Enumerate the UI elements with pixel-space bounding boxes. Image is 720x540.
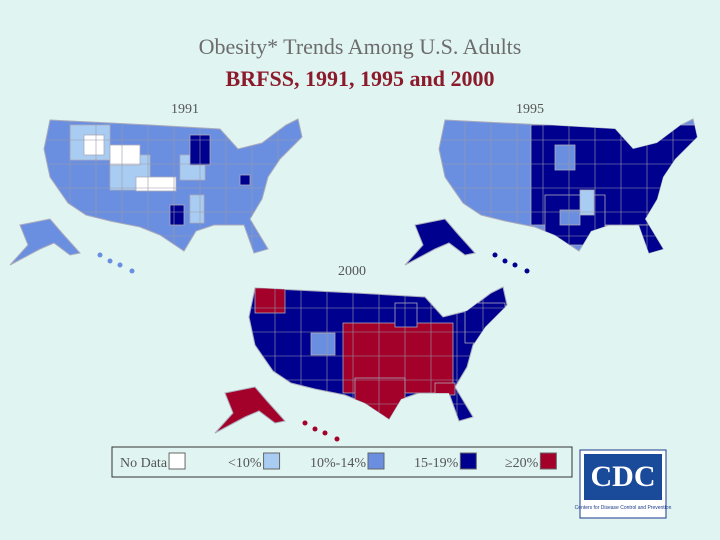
state [394, 302, 418, 328]
state [109, 144, 141, 166]
hawaii [492, 252, 498, 258]
state [559, 209, 581, 226]
legend-label: ≥20% [505, 456, 539, 471]
legend-label: No Data [120, 456, 168, 471]
hawaii [312, 426, 318, 432]
logo-block [584, 454, 662, 500]
state [579, 189, 595, 216]
map-label: 1995 [516, 102, 544, 117]
logo-tagline: Centers for Disease Control and Preventi… [575, 505, 672, 511]
maps [9, 118, 698, 442]
legend-label: 10%-14% [310, 456, 366, 471]
us-map [214, 286, 508, 442]
legend-swatch [263, 452, 281, 470]
hawaii [302, 420, 308, 426]
state [554, 144, 576, 171]
map-label: 2000 [338, 264, 366, 279]
hawaii [107, 258, 113, 264]
hawaii [97, 252, 103, 258]
hawaii [334, 436, 340, 442]
alaska [214, 386, 286, 434]
hawaii [322, 430, 328, 436]
state-patches [249, 287, 507, 421]
title: Obesity* Trends Among U.S. Adults [199, 34, 522, 59]
legend-swatch [459, 452, 477, 470]
legend-label: <10% [228, 456, 262, 471]
state [254, 287, 286, 314]
hawaii [512, 262, 518, 268]
hawaii [524, 268, 530, 274]
legend: No Data <10% 10%-14% 15-19% ≥20% [120, 452, 557, 471]
state [189, 194, 205, 224]
alaska [404, 218, 476, 266]
legend-swatch [168, 452, 186, 470]
legend-label: 15-19% [414, 456, 459, 471]
legend-swatch [539, 452, 557, 470]
state [83, 134, 105, 156]
state [169, 204, 185, 226]
subtitle: BRFSS, 1991, 1995 and 2000 [226, 66, 495, 91]
alaska [9, 218, 81, 266]
state [239, 174, 251, 186]
legend-swatch [367, 452, 385, 470]
logo-name: CDC [591, 460, 656, 493]
hawaii [129, 268, 135, 274]
state [135, 176, 177, 192]
legend-box [111, 446, 573, 478]
hawaii [117, 262, 123, 268]
hawaii [502, 258, 508, 264]
state [310, 332, 336, 356]
map-label: 1991 [171, 102, 199, 117]
cdc-logo: CDC Centers for Disease Control and Prev… [575, 449, 672, 519]
us-map [404, 118, 698, 274]
